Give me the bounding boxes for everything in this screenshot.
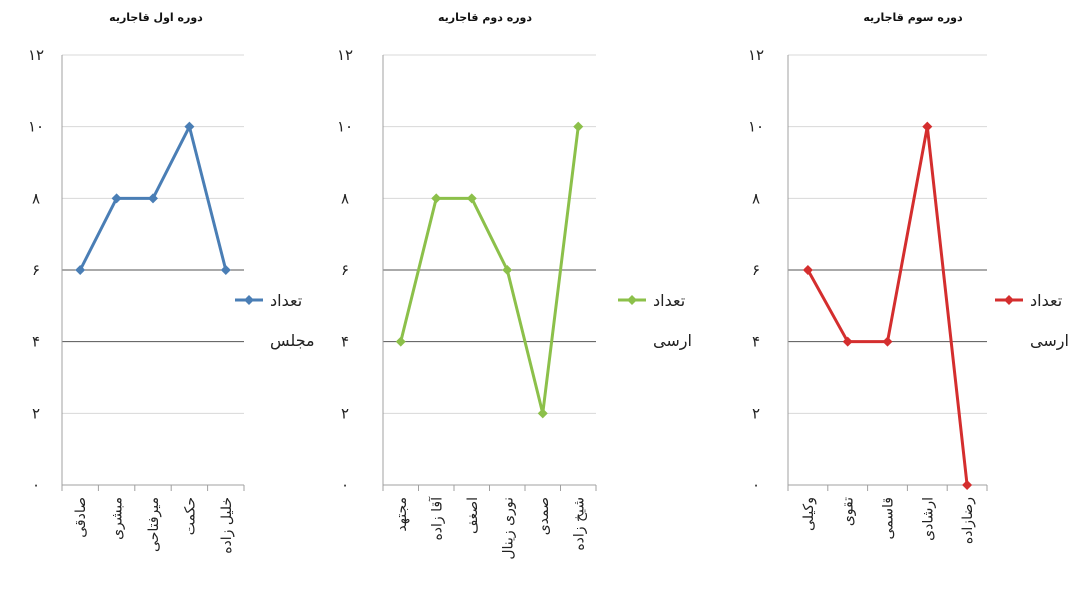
- y-tick-label: ۱۲: [337, 46, 353, 64]
- data-point: [537, 408, 548, 419]
- chart-panel-2: دوره دوم قاجاریه ۰ ۲ ۴ ۶ ۸ ۱۰ ۱۲ مجتهد آقا زاده اص…: [337, 11, 692, 560]
- data-point: [184, 121, 195, 132]
- y-tick-label: ۱۲: [748, 46, 764, 64]
- legend-marker: [244, 295, 254, 305]
- data-point: [148, 193, 158, 204]
- y-tick-label: ۰: [32, 476, 40, 494]
- data-point: [882, 336, 893, 347]
- legend-label: تعداد: [653, 291, 685, 310]
- category-label: خلیل زاده: [219, 497, 235, 554]
- category-label: میرفتاحی: [146, 497, 162, 552]
- category-label: قاسمی: [881, 497, 897, 539]
- legend-label-line2: ارسی: [653, 331, 692, 351]
- legend: تعداد ارسی: [618, 291, 692, 351]
- legend: تعداد ارسی: [995, 291, 1069, 351]
- category-label: وکیلی: [801, 497, 817, 531]
- data-point: [842, 336, 853, 347]
- series-line: [399, 126, 580, 415]
- chart-panel-1: دوره اول قاجاریه ۰ ۲ ۴ ۶ ۸ ۱۰ ۱۲ صادقی مبشری میرفت…: [28, 11, 315, 554]
- chart-panel-3: دوره سوم قاجاریه ۰ ۲ ۴ ۶ ۸ ۱۰ ۱۲ وکیلی تقوی قاسمی ا…: [748, 11, 1069, 544]
- series-line: [806, 125, 969, 486]
- category-label: صادقی: [73, 497, 89, 538]
- y-tick-label: ۱۲: [28, 46, 44, 64]
- category-label: اصغف: [465, 497, 481, 534]
- y-tick-label: ۴: [341, 333, 349, 351]
- category-label: شیخ زاده: [571, 497, 587, 551]
- y-tick-label: ۱۰: [748, 118, 764, 136]
- data-point: [431, 193, 442, 204]
- category-label: تقوی: [841, 497, 857, 526]
- legend-label-line2: ارسی: [1030, 331, 1069, 351]
- category-label: ارشادی: [920, 497, 936, 541]
- data-point: [962, 480, 973, 490]
- category-label: مبشری: [110, 497, 126, 540]
- legend-marker: [627, 295, 637, 305]
- category-label: نوری زینال: [500, 497, 516, 560]
- y-tick-label: ۶: [32, 261, 40, 279]
- y-tick-label: ۱۰: [337, 118, 353, 136]
- legend-marker: [1004, 295, 1014, 305]
- y-tick-label: ۲: [341, 404, 349, 422]
- legend-label-line2: مجلس: [270, 331, 315, 351]
- data-point: [922, 121, 933, 132]
- chart-title: دوره دوم قاجاریه: [438, 11, 532, 24]
- legend-label: تعداد: [270, 291, 302, 310]
- category-label: حکمت: [182, 497, 198, 535]
- y-tick-label: ۴: [32, 333, 40, 351]
- category-label: آقا زاده: [428, 496, 445, 541]
- legend: تعداد مجلس: [235, 291, 315, 351]
- y-tick-label: ۶: [752, 261, 760, 279]
- data-point: [220, 265, 231, 275]
- y-tick-label: ۸: [341, 189, 349, 207]
- data-point: [111, 193, 122, 204]
- data-point: [395, 336, 406, 347]
- legend-label: تعداد: [1030, 291, 1062, 310]
- y-tick-label: ۸: [32, 189, 40, 207]
- y-tick-label: ۲: [32, 404, 40, 422]
- y-tick-label: ۲: [752, 404, 760, 422]
- category-label: مجتهد: [394, 497, 410, 532]
- data-point: [466, 193, 477, 204]
- y-tick-label: ۸: [752, 189, 760, 207]
- category-label: رضازاده: [960, 497, 976, 544]
- y-tick-label: ۰: [341, 476, 349, 494]
- y-tick-label: ۶: [341, 261, 349, 279]
- chart-title: دوره اول قاجاریه: [109, 11, 203, 24]
- data-point: [802, 265, 813, 275]
- data-point: [502, 265, 513, 275]
- category-label: صمدی: [536, 497, 552, 535]
- data-point: [573, 121, 584, 132]
- y-tick-label: ۱۰: [28, 118, 44, 136]
- data-point: [75, 265, 86, 275]
- y-tick-label: ۴: [752, 333, 760, 351]
- chart-title: دوره سوم قاجاریه: [863, 11, 963, 24]
- y-tick-label: ۰: [752, 476, 760, 494]
